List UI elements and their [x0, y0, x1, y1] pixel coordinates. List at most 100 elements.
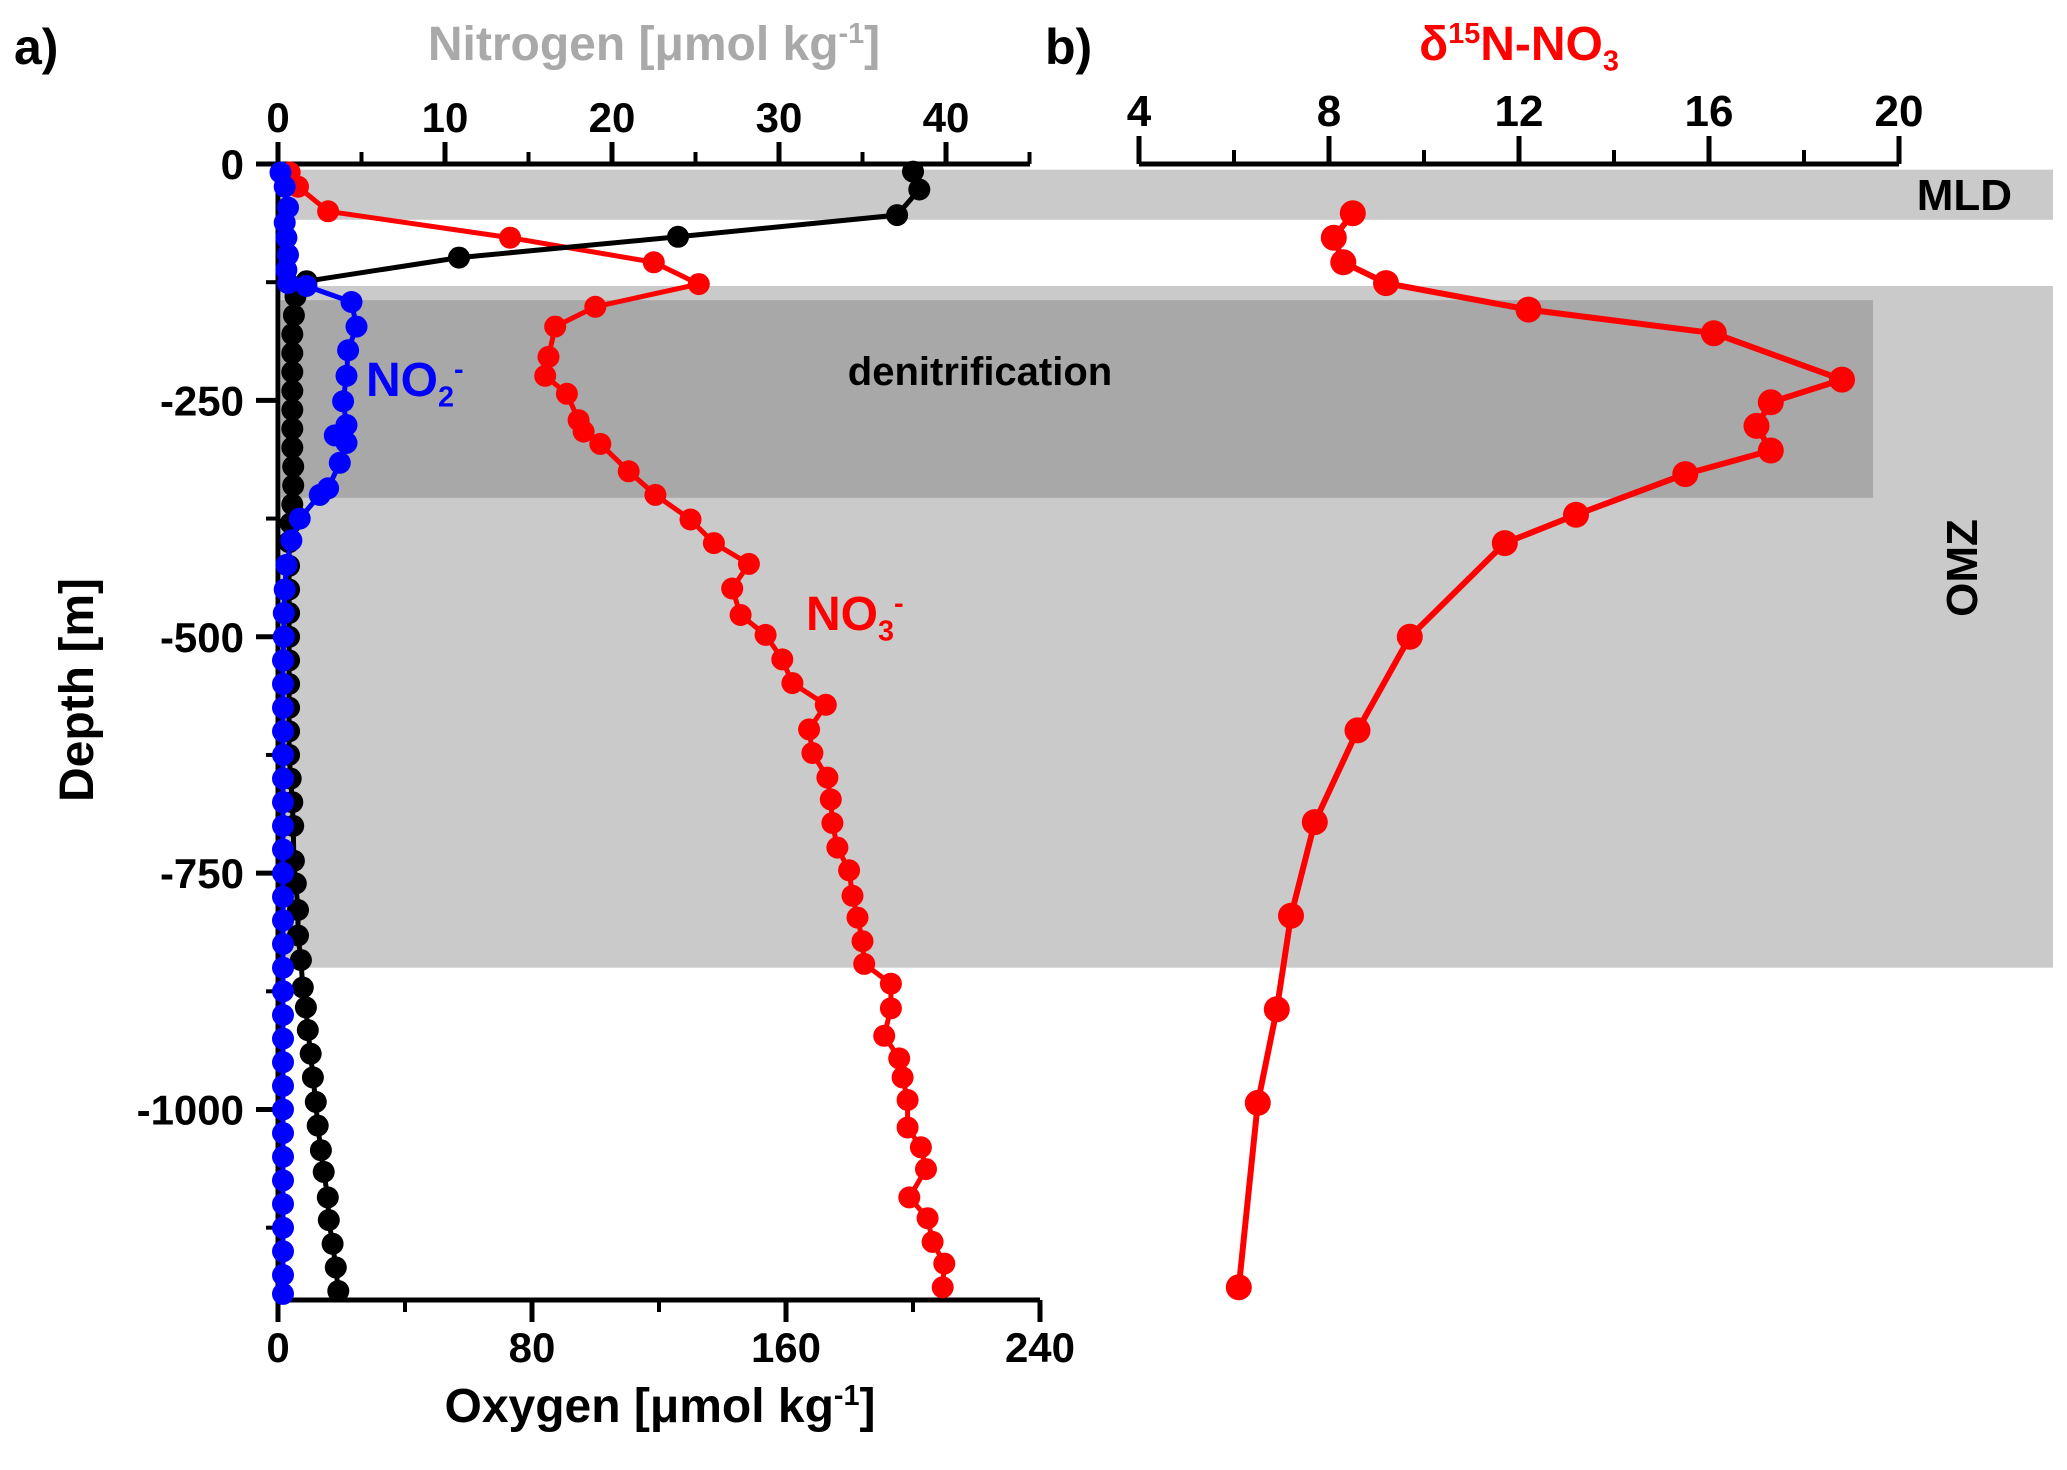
depth-tick-label: -250 — [160, 377, 244, 424]
NO2--data-point — [337, 339, 360, 362]
NO2--data-point — [340, 291, 363, 313]
O2-data-point — [316, 1186, 339, 1209]
d15N-NO3-data-point — [1491, 530, 1518, 557]
no2-series-label: NO2- — [366, 354, 464, 414]
nitrogen-tick-label: 0 — [266, 94, 289, 141]
delta15n-tick-label: 20 — [1875, 87, 1924, 136]
NO2--data-point — [272, 625, 295, 648]
NO2--data-point — [272, 838, 294, 861]
O2-data-point — [281, 361, 304, 383]
NO2--data-point — [332, 390, 355, 413]
NO3--data-point — [931, 1276, 954, 1299]
nitrogen-tick-label: 10 — [422, 94, 469, 141]
NO2--data-point — [335, 431, 358, 454]
d15N-NO3-data-point — [1515, 296, 1542, 323]
NO3--data-point — [534, 364, 557, 387]
NO2--data-point — [272, 1122, 294, 1145]
NO2--data-point — [272, 1004, 294, 1026]
denitrification-band — [281, 300, 1873, 498]
d15N-NO3-data-point — [1757, 389, 1784, 416]
NO2--data-point — [272, 743, 294, 766]
NO3--data-point — [879, 972, 902, 995]
NO2--data-point — [272, 1282, 294, 1305]
NO2--data-point — [272, 1051, 294, 1074]
NO2--data-point — [272, 814, 294, 837]
d15N-NO3-data-point — [1278, 902, 1304, 929]
d15N-NO3-data-point — [1344, 717, 1371, 744]
O2-data-point — [294, 996, 317, 1019]
NO3--data-point — [814, 693, 837, 716]
O2-data-point — [282, 455, 305, 478]
NO3--data-point — [555, 382, 578, 405]
NO3--data-point — [909, 1136, 932, 1159]
NO3--data-point — [826, 836, 849, 859]
NO2--data-point — [272, 1027, 294, 1050]
NO3--data-point — [499, 226, 522, 249]
O2-data-point — [282, 304, 305, 327]
NO2--data-point — [345, 315, 368, 338]
NO3--data-point — [853, 952, 876, 975]
NO3--data-point — [572, 420, 595, 443]
O2-data-point — [448, 246, 470, 269]
NO2--data-point — [272, 649, 294, 672]
O2-data-point — [317, 1209, 340, 1232]
NO2--data-point — [272, 1264, 294, 1286]
NO3--data-point — [584, 295, 607, 318]
d15N-NO3-data-point — [1829, 366, 1855, 393]
O2-data-point — [312, 1160, 335, 1183]
oxygen-tick-label: 80 — [509, 1324, 556, 1371]
NO2--data-point — [277, 272, 299, 295]
depth-tick-label: -750 — [160, 850, 244, 897]
O2-data-point — [327, 1280, 350, 1302]
panel-a-letter: a) — [14, 19, 59, 75]
oxygen-tick-label: 240 — [1005, 1324, 1075, 1371]
NO2--data-point — [272, 862, 294, 885]
NO3--data-point — [687, 273, 710, 296]
NO2--data-point — [272, 885, 294, 908]
delta15n-tick-label: 16 — [1685, 87, 1734, 136]
NO2--data-point — [272, 602, 295, 625]
NO3--data-point — [537, 345, 560, 368]
NO2--data-point — [272, 1169, 294, 1192]
O2-data-point — [281, 323, 304, 346]
NO2--data-point — [272, 909, 294, 932]
d15N-NO3-data-point — [1700, 320, 1727, 347]
NO2--data-point — [295, 275, 318, 297]
NO2--data-point — [272, 1216, 294, 1239]
NO3--data-point — [702, 532, 725, 555]
d15N-NO3-data-point — [1244, 1089, 1271, 1116]
NO3--data-point — [544, 315, 567, 338]
O2-data-point — [291, 976, 314, 999]
NO3--data-point — [838, 859, 861, 882]
NO3--data-point — [879, 997, 902, 1020]
O2-data-point — [281, 342, 304, 365]
NO2--data-point — [272, 1240, 294, 1263]
NO2--data-point — [308, 483, 331, 506]
NO3--data-point — [644, 483, 667, 506]
delta15n-tick-label: 4 — [1127, 87, 1152, 136]
O2-data-point — [289, 949, 312, 972]
NO3--data-point — [754, 623, 777, 646]
depth-axis-title: Depth [m] — [51, 578, 104, 802]
depth-tick-label: -1000 — [137, 1087, 244, 1134]
O2-data-point — [886, 204, 909, 227]
O2-data-point — [304, 1090, 327, 1113]
nitrogen-tick-label: 30 — [756, 94, 803, 141]
NO3--data-point — [816, 766, 839, 789]
NO3--data-point — [916, 1207, 939, 1230]
NO3--data-point — [873, 1024, 896, 1047]
d15N-NO3-data-point — [1339, 200, 1366, 227]
NO3--data-point — [896, 1089, 919, 1111]
NO3--data-point — [851, 930, 874, 953]
O2-data-point — [301, 1066, 324, 1089]
d15N-NO3-data-point — [1263, 996, 1290, 1023]
O2-data-point — [282, 474, 305, 497]
O2-data-point — [667, 225, 689, 248]
O2-data-point — [281, 398, 304, 421]
nitrogen-tick-label: 20 — [589, 94, 636, 141]
NO3--data-point — [771, 648, 794, 671]
NO3--data-point — [798, 718, 821, 741]
d15N-NO3-data-point — [1396, 623, 1423, 650]
d15N-NO3-data-point — [1320, 224, 1347, 251]
